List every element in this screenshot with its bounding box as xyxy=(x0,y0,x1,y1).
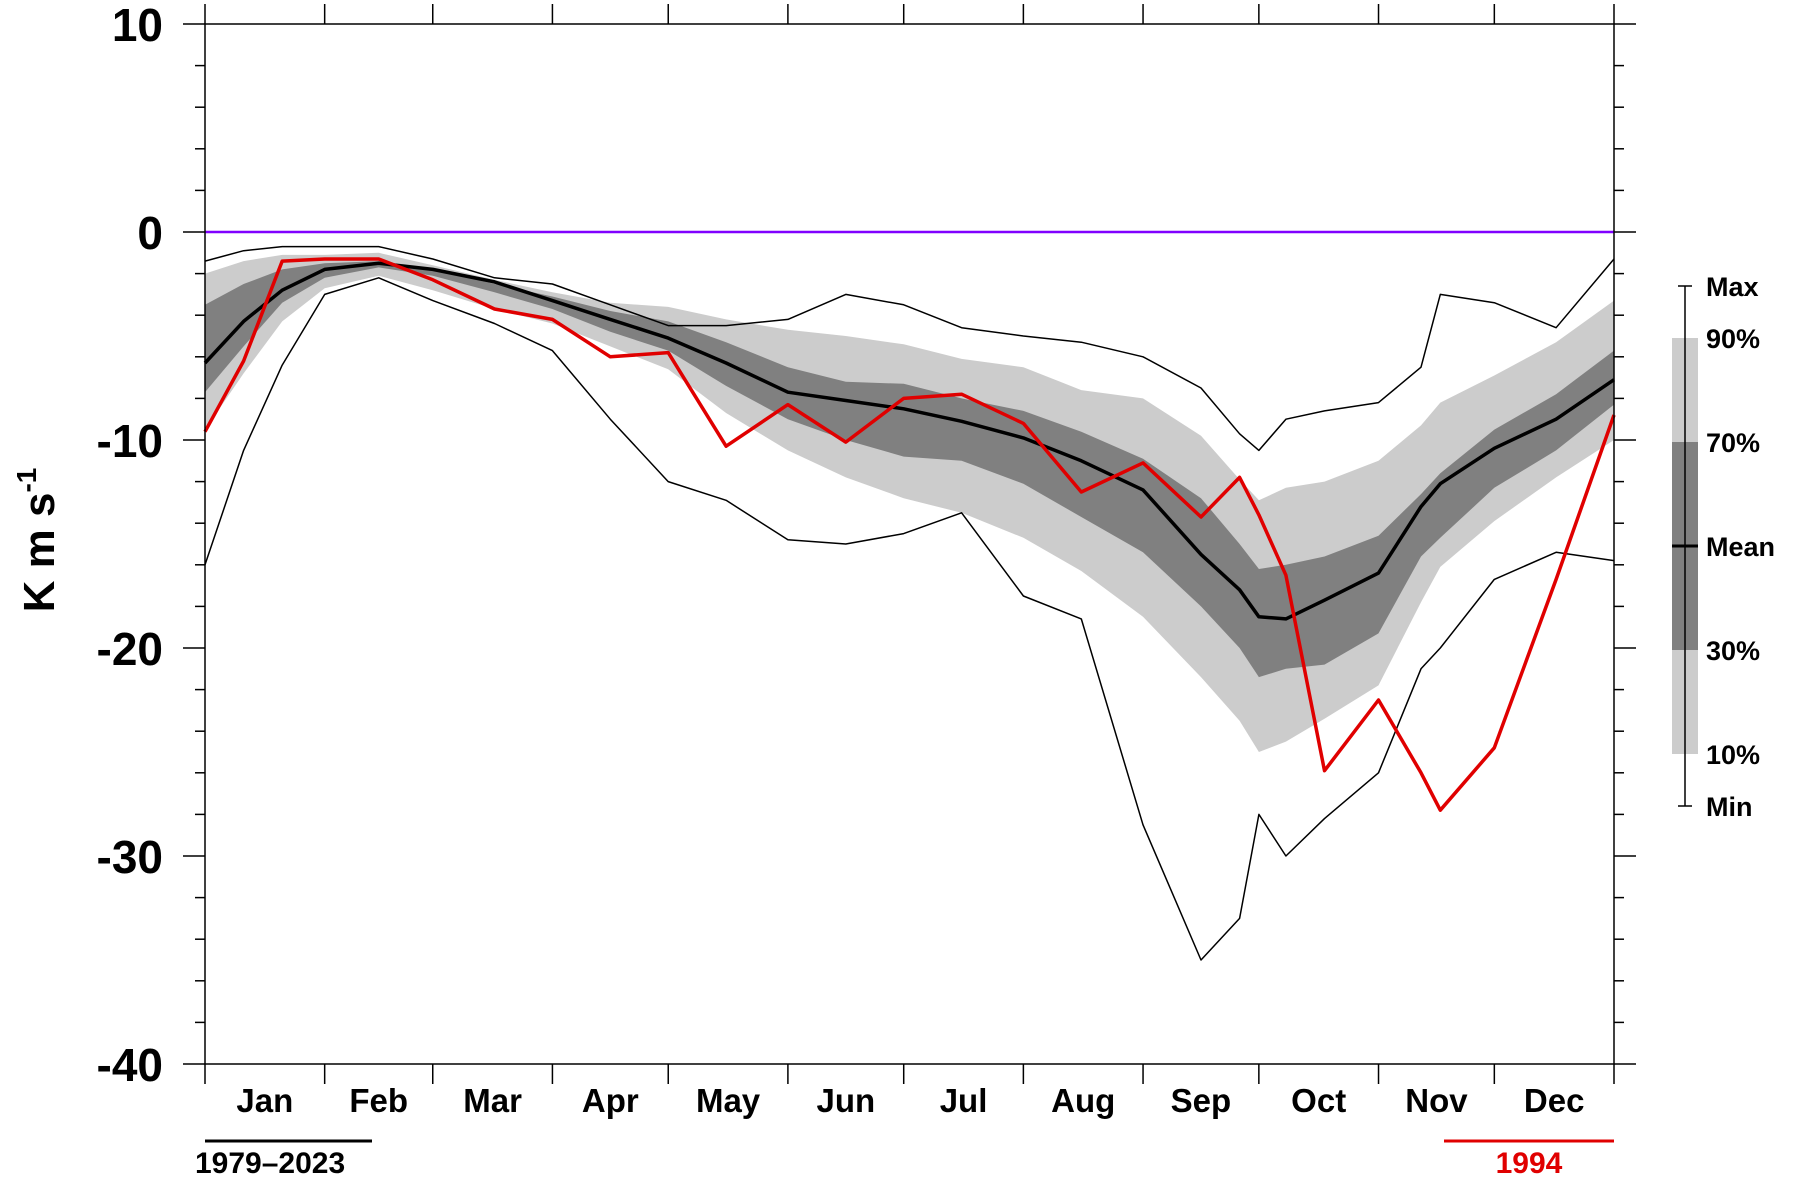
x-month-label: Nov xyxy=(1405,1082,1468,1119)
x-month-label: Feb xyxy=(349,1082,408,1119)
legend: Max 90% 70% Mean 30% 10% Min xyxy=(1672,272,1775,822)
series-min-line xyxy=(204,277,1615,961)
legend-label-70: 70% xyxy=(1706,428,1760,458)
series-max-line xyxy=(204,245,1615,452)
x-month-label: Aug xyxy=(1051,1082,1115,1119)
y-tick-label: 0 xyxy=(137,207,163,259)
legend-label-min: Min xyxy=(1706,792,1753,822)
plot-frame xyxy=(204,23,1615,1065)
y-tick-label: -10 xyxy=(97,415,163,467)
legend-label-mean: Mean xyxy=(1706,532,1775,562)
legend-label-90: 90% xyxy=(1706,324,1760,354)
axes: 10 0 -10 -20 -30 -40 Jan Feb Mar Apr May Jun Jul Aug S… xyxy=(97,0,1636,1119)
climatology-period-label: 1979–2023 xyxy=(195,1147,345,1180)
y-axis-title-exponent: -1 xyxy=(11,468,42,493)
band-10-90 xyxy=(205,252,1614,753)
legend-label-10: 10% xyxy=(1706,740,1760,770)
series-1994-line xyxy=(203,257,1616,812)
x-month-label: Oct xyxy=(1291,1082,1346,1119)
x-month-label: Jun xyxy=(816,1082,875,1119)
percentile-bands xyxy=(205,252,1614,753)
series-lines xyxy=(203,230,1616,961)
x-month-label: Jan xyxy=(236,1082,293,1119)
y-tick-label: 10 xyxy=(112,0,163,51)
x-month-label: Mar xyxy=(463,1082,522,1119)
x-month-label: May xyxy=(696,1082,761,1119)
x-month-label: Jul xyxy=(940,1082,988,1119)
legend-label-30: 30% xyxy=(1706,636,1760,666)
y-axis-title: K m s-1 xyxy=(11,468,64,613)
x-month-label: Dec xyxy=(1524,1082,1585,1119)
y-axis-title-main: K m s xyxy=(15,493,64,613)
highlight-year-label: 1994 xyxy=(1496,1147,1563,1180)
y-tick-label: -20 xyxy=(97,623,163,675)
y-tick-label: -30 xyxy=(97,831,163,883)
x-month-label: Sep xyxy=(1171,1082,1232,1119)
period-labels: 1979–2023 1994 xyxy=(195,1139,1614,1180)
band-30-70 xyxy=(205,261,1614,678)
series-mean-line xyxy=(203,261,1615,621)
legend-label-max: Max xyxy=(1706,272,1759,302)
x-month-label: Apr xyxy=(582,1082,639,1119)
y-axis-label: K m s-1 xyxy=(11,468,64,613)
y-tick-label: -40 xyxy=(97,1039,163,1091)
